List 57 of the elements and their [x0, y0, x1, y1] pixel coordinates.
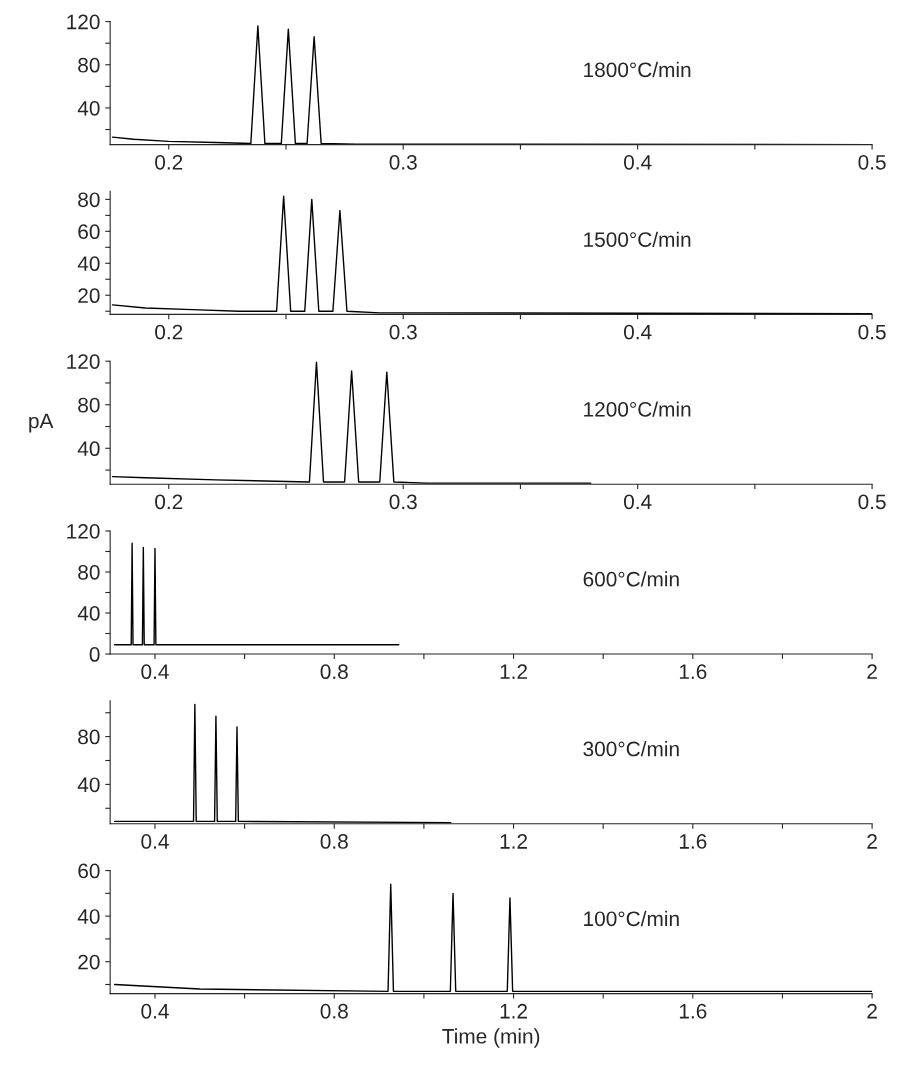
x-tick-label: 0.8	[320, 834, 348, 849]
x-tick-label: 0.8	[320, 1003, 348, 1019]
y-tick-label: 20	[78, 954, 100, 970]
x-tick-label: 1.6	[679, 834, 707, 849]
x-tick-label: 2	[867, 1003, 877, 1019]
y-tick-label: 60	[78, 224, 100, 240]
y-tick-label: 120	[67, 14, 100, 30]
y-tick-label: 80	[78, 564, 100, 580]
annotation: 1800°C/min	[584, 61, 691, 78]
x-tick-label: 0.5	[858, 324, 886, 340]
annotation: 1500°C/min	[584, 231, 691, 247]
x-tick-label: 0.2	[155, 324, 183, 340]
y-tick-label: 40	[77, 909, 100, 924]
x-tick-label: 0.4	[141, 834, 169, 849]
x-tick-label: 0.2	[155, 494, 183, 510]
y-tick-label: 120	[67, 523, 100, 539]
y-tick-label: 0	[89, 647, 100, 662]
x-tick-label: 1.6	[679, 664, 707, 680]
y-tick-label: 40	[77, 606, 100, 621]
line-series	[113, 883, 873, 993]
x-tick-label: 0.3	[389, 494, 417, 510]
x-tick-label: 1.6	[679, 1003, 707, 1019]
x-tick-label: 0.4	[623, 324, 652, 340]
annotation: 1200°C/min	[584, 401, 691, 417]
annotation: 600°C/min	[583, 571, 679, 587]
x-tick-label: 0.4	[623, 154, 652, 170]
x-tick-label: 0.3	[389, 324, 417, 340]
y-axis-title: pA	[29, 413, 54, 433]
annotation: 300°C/min	[583, 741, 679, 757]
y-tick-label: 40	[77, 256, 100, 272]
y-tick-label: 40	[77, 777, 100, 793]
x-tick-label: 1.2	[500, 664, 527, 679]
x-tick-label: 0.4	[623, 494, 652, 510]
y-tick-label: 40	[77, 100, 100, 116]
x-tick-label: 0.8	[320, 664, 348, 680]
x-tick-label: 0.2	[155, 154, 183, 170]
line-series	[113, 542, 400, 646]
y-tick-label: 120	[67, 354, 100, 369]
y-tick-label: 80	[78, 397, 100, 413]
x-tick-label: 0.5	[858, 494, 886, 510]
y-tick-label: 20	[78, 288, 100, 304]
annotation: 100°C/min	[584, 910, 679, 927]
y-tick-label: 80	[78, 57, 100, 73]
x-tick-label: 2	[867, 834, 877, 849]
y-tick-label: 80	[78, 729, 100, 745]
y-tick-label: 40	[77, 441, 100, 457]
x-tick-label: 0.4	[141, 664, 169, 680]
x-tick-label: 1.2	[500, 834, 527, 849]
x-tick-label: 0.3	[389, 154, 417, 170]
y-tick-label: 80	[78, 192, 100, 208]
x-tick-label: 0.4	[141, 1003, 169, 1019]
x-tick-label: 2	[867, 664, 877, 679]
y-tick-label: 60	[78, 863, 100, 879]
line-series	[113, 703, 452, 824]
x-tick-label: 1.2	[500, 1003, 527, 1019]
x-axis-title: Time (min)	[442, 1028, 540, 1048]
x-tick-label: 0.5	[858, 154, 886, 170]
